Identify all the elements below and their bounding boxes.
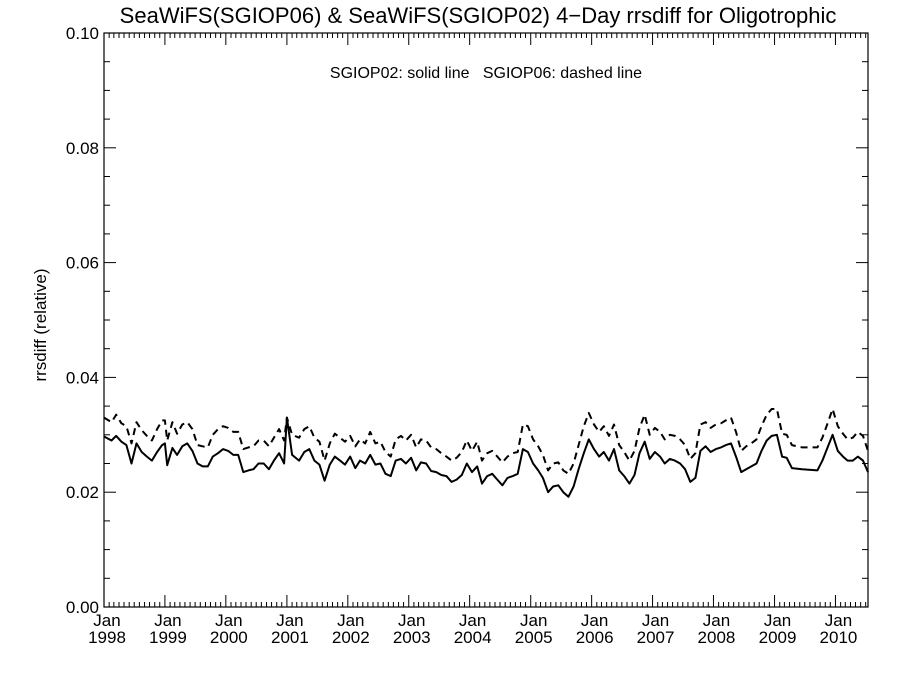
x-tick-month-label: Jan	[215, 611, 242, 630]
x-tick-month-label: Jan	[703, 611, 730, 630]
x-tick-month-label: Jan	[642, 611, 669, 630]
x-tick-month-label: Jan	[520, 611, 547, 630]
x-tick-year-label: 2009	[759, 628, 797, 647]
y-tick-label: 0.06	[66, 254, 99, 273]
x-tick-year-label: 2000	[210, 628, 248, 647]
series-layer	[103, 408, 869, 498]
x-tick-month-label: Jan	[154, 611, 181, 630]
y-tick-label: 0.08	[66, 139, 99, 158]
series-line-sgiop06	[103, 408, 869, 475]
x-tick-month-label: Jan	[398, 611, 425, 630]
y-tick-label: 0.02	[66, 483, 99, 502]
x-tick-year-label: 2002	[332, 628, 370, 647]
x-tick-year-label: 2008	[698, 628, 736, 647]
x-tick-year-label: 1999	[149, 628, 187, 647]
x-tick-month-label: Jan	[337, 611, 364, 630]
x-tick-month-label: Jan	[825, 611, 852, 630]
x-tick-year-label: 2006	[576, 628, 614, 647]
x-tick-month-label: Jan	[93, 611, 120, 630]
axis-ticks: 0.000.020.040.060.080.10Jan1998Jan1999Ja…	[66, 24, 868, 647]
x-tick-year-label: 2003	[393, 628, 431, 647]
plot-frame	[103, 32, 869, 608]
chart-title: SeaWiFS(SGIOP06) & SeaWiFS(SGIOP02) 4−Da…	[120, 3, 837, 28]
y-tick-label: 0.10	[66, 24, 99, 43]
x-tick-year-label: 2010	[820, 628, 858, 647]
x-tick-year-label: 2005	[515, 628, 553, 647]
x-tick-year-label: 2004	[454, 628, 492, 647]
x-tick-month-label: Jan	[581, 611, 608, 630]
y-axis-label: rrsdiff (relative)	[31, 268, 50, 381]
x-tick-month-label: Jan	[276, 611, 303, 630]
series-line-sgiop02	[103, 416, 869, 498]
x-tick-month-label: Jan	[459, 611, 486, 630]
x-tick-year-label: 2007	[637, 628, 675, 647]
x-tick-year-label: 2001	[271, 628, 309, 647]
y-tick-label: 0.00	[66, 598, 99, 617]
y-tick-label: 0.04	[66, 368, 99, 387]
chart-annotation: SGIOP02: solid line SGIOP06: dashed line	[330, 65, 642, 82]
x-tick-year-label: 1998	[88, 628, 126, 647]
x-tick-month-label: Jan	[764, 611, 791, 630]
